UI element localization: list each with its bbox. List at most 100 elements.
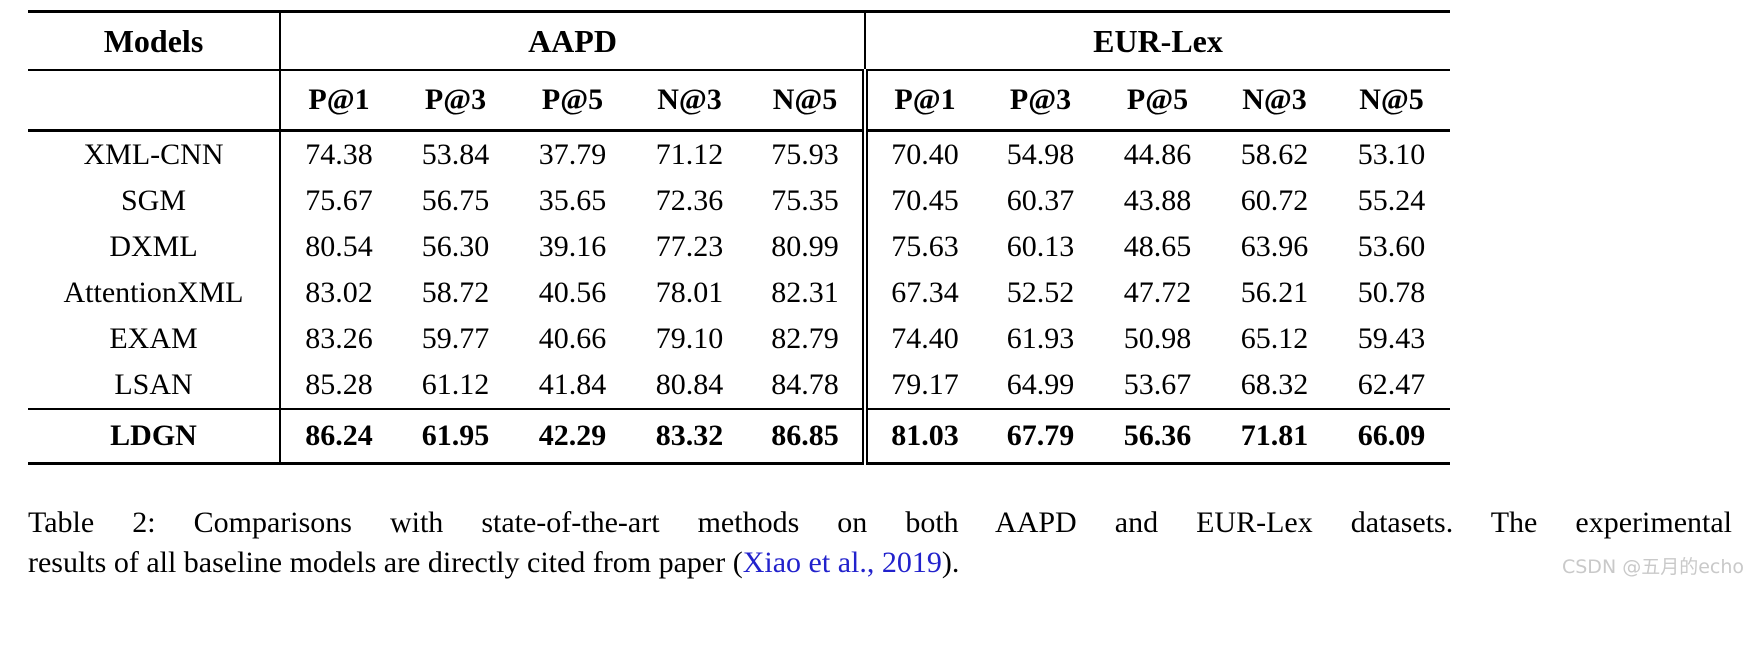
table-row: DXML 80.54 56.30 39.16 77.23 80.99 75.63 60.13 4… [28,224,1450,270]
group-header-eurlex: EUR-Lex [864,11,1450,71]
metric-value-eurlex: 70.45 [862,178,982,224]
metric-value-eurlex: 63.96 [1240,230,1309,263]
metric-value-eurlex: 65.12 [1240,322,1309,355]
table-row: LSAN 85.28 61.12 41.84 80.84 84.78 79.17 64.99 5… [28,362,1450,409]
metric-value-eurlex: 44.86 [1123,138,1192,171]
metric-header-eurlex-n5: N@5 [1333,70,1450,132]
model-name: AttentionXML [63,276,244,309]
models-column-header: Models [28,11,280,71]
metric-value-aapd: 78.01 [655,276,724,309]
metric-value-aapd: 83.26 [279,316,397,362]
metric-value-aapd: 74.38 [279,130,397,178]
metric-header-row: P@1 P@3 P@5 N@3 N@5 P@1 P@3 P@5 N@3 N@5 [28,70,1450,132]
metric-value-eurlex: 74.40 [862,316,982,362]
metric-value-aapd: 61.12 [421,368,490,401]
metric-value-eurlex: 53.10 [1357,138,1426,171]
metric-value-eurlex: 52.52 [1006,276,1075,309]
metric-value-aapd: 75.35 [771,184,839,217]
group-header-row: Models AAPD EUR-Lex [28,11,1450,71]
metric-header-eurlex-p5: P@5 [1099,70,1216,132]
table-row: LDGN 86.24 61.95 42.29 83.32 86.85 81.03 67.79 5… [28,408,1450,464]
model-name: LDGN [28,408,280,464]
metric-value-eurlex: 61.93 [1006,322,1075,355]
metric-value-aapd: 53.84 [421,138,490,171]
metric-header-eurlex-p1: P@1 [862,70,982,132]
metric-value-eurlex: 71.81 [1216,408,1333,464]
metric-value-eurlex: 79.17 [862,362,982,409]
metric-value-eurlex: 47.72 [1123,276,1192,309]
metric-value-aapd: 59.77 [421,322,490,355]
metric-value-aapd: 86.24 [279,408,397,464]
metric-value-eurlex: 60.37 [1006,184,1075,217]
metric-value-aapd: 58.72 [421,276,490,309]
group-header-aapd: AAPD [279,11,865,71]
metric-value-aapd: 80.84 [655,368,724,401]
metric-value-aapd: 37.79 [538,138,607,171]
table-row: XML-CNN 74.38 53.84 37.79 71.12 75.93 70.40 54.… [28,130,1450,178]
metric-value-aapd: 42.29 [514,408,631,464]
metric-value-aapd: 72.36 [655,184,724,217]
metric-header-eurlex-n3: N@3 [1216,70,1333,132]
metric-value-aapd: 85.28 [279,362,397,409]
metric-value-aapd: 39.16 [538,230,607,263]
csdn-watermark: CSDN @五月的echo [1561,556,1744,578]
model-name: DXML [109,230,198,263]
metric-value-eurlex: 43.88 [1123,184,1192,217]
metric-value-aapd: 82.79 [771,322,839,355]
metric-value-aapd: 84.78 [771,368,839,401]
model-name: LSAN [114,368,193,401]
metric-value-aapd: 80.99 [771,230,839,263]
metric-value-eurlex: 59.43 [1357,322,1426,355]
metric-value-eurlex: 81.03 [862,408,982,464]
metric-value-aapd: 35.65 [538,184,607,217]
metric-value-eurlex: 53.67 [1123,368,1192,401]
results-table: Models AAPD EUR-Lex P@1 P@3 P@5 N@3 N@5 P@1 P@… [28,10,1450,465]
metric-value-aapd: 75.67 [279,178,397,224]
metric-header-aapd-p5: P@5 [514,70,631,132]
metric-value-aapd: 56.30 [421,230,490,263]
metric-value-aapd: 56.75 [421,184,490,217]
metric-value-aapd: 61.95 [397,408,514,464]
metric-value-eurlex: 75.63 [862,224,982,270]
empty-header-cell [28,70,280,132]
citation-link[interactable]: Xiao et al., 2019 [742,546,942,580]
metric-value-eurlex: 66.09 [1333,408,1450,464]
metric-value-aapd: 41.84 [538,368,607,401]
metric-value-eurlex: 55.24 [1357,184,1426,217]
metric-header-aapd-n5: N@5 [748,70,865,132]
caption-line2-suffix: ). [941,546,960,580]
metric-value-eurlex: 68.32 [1240,368,1309,401]
metric-value-eurlex: 50.98 [1123,322,1192,355]
metric-value-aapd: 40.66 [538,322,607,355]
metric-value-eurlex: 58.62 [1240,138,1309,171]
metric-value-aapd: 80.54 [279,224,397,270]
metric-value-eurlex: 62.47 [1357,368,1426,401]
metric-value-eurlex: 70.40 [862,130,982,178]
metric-value-eurlex: 67.79 [982,408,1099,464]
model-name: SGM [120,184,187,217]
metric-value-eurlex: 53.60 [1357,230,1426,263]
metric-value-eurlex: 54.98 [1006,138,1075,171]
table-row: EXAM 83.26 59.77 40.66 79.10 82.79 74.40 61.93 5… [28,316,1450,362]
metric-header-aapd-n3: N@3 [631,70,748,132]
metric-value-eurlex: 56.21 [1240,276,1309,309]
table-caption: Table 2: Comparisons with state-of-the-a… [28,503,1732,583]
model-name: XML-CNN [83,138,224,171]
metric-value-aapd: 82.31 [771,276,839,309]
metric-value-aapd: 79.10 [655,322,724,355]
metric-value-aapd: 75.93 [771,138,839,171]
model-name: EXAM [109,322,198,355]
metric-value-aapd: 86.85 [748,408,865,464]
metric-header-aapd-p3: P@3 [397,70,514,132]
metric-value-aapd: 83.02 [279,270,397,316]
metric-value-eurlex: 50.78 [1357,276,1426,309]
caption-line-2: results of all baseline models are direc… [28,543,1732,583]
metric-value-eurlex: 64.99 [1006,368,1075,401]
metric-value-aapd: 77.23 [655,230,724,263]
metric-value-aapd: 83.32 [631,408,748,464]
metric-value-eurlex: 60.13 [1006,230,1075,263]
caption-line-1: Table 2: Comparisons with state-of-the-a… [28,506,1732,539]
table-row: AttentionXML 83.02 58.72 40.56 78.01 82.31 67.… [28,270,1450,316]
metric-value-aapd: 40.56 [538,276,607,309]
